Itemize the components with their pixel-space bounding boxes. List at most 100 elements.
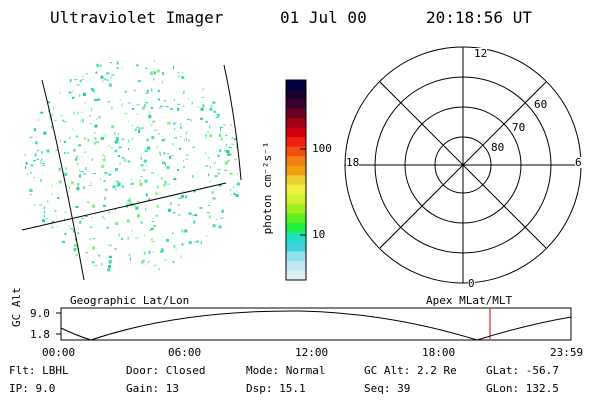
aurora-pixel: [94, 246, 95, 249]
aurora-pixel: [162, 80, 164, 84]
aurora-pixel: [33, 160, 37, 162]
mlt-label-6: 6: [575, 156, 582, 169]
aurora-pixel: [51, 125, 53, 129]
aurora-pixel: [186, 131, 188, 133]
aurora-pixel: [83, 187, 85, 190]
aurora-pixel: [205, 165, 208, 168]
aurora-pixel: [24, 153, 26, 156]
aurora-pixel: [160, 177, 163, 180]
aurora-pixel: [79, 220, 82, 224]
aurora-pixel: [91, 217, 93, 219]
aurora-pixel: [75, 254, 78, 257]
aurora-pixel: [72, 229, 74, 233]
aurora-pixel: [220, 217, 224, 219]
aurora-pixel: [83, 137, 86, 140]
aurora-pixel: [131, 137, 133, 140]
aurora-pixel: [88, 185, 92, 186]
aurora-pixel: [41, 162, 45, 164]
aurora-pixel: [92, 238, 96, 240]
aurora-pixel: [81, 79, 85, 81]
aurora-pixel: [207, 157, 210, 159]
aurora-pixel: [211, 190, 214, 194]
aurora-pixel: [116, 67, 119, 70]
aurora-pixel: [219, 127, 221, 131]
aurora-pixel: [177, 72, 180, 74]
aurora-pixel: [61, 115, 63, 117]
aurora-pixel: [224, 161, 228, 165]
aurora-pixel: [155, 192, 158, 196]
aurora-pixel: [64, 211, 67, 213]
aurora-pixel: [92, 89, 95, 93]
aurora-pixel: [124, 112, 128, 114]
aurora-pixel: [188, 139, 190, 142]
aurora-pixel: [125, 205, 128, 208]
aurora-pixel: [102, 79, 104, 83]
aurora-pixel: [45, 218, 48, 219]
aurora-pixel: [151, 88, 153, 92]
aurora-pixel: [121, 238, 124, 241]
aurora-pixel: [224, 150, 228, 152]
aurora-pixel: [167, 121, 171, 125]
aurora-pixel: [151, 124, 152, 126]
aurora-pixel: [177, 107, 180, 111]
apex-label: Apex MLat/MLT: [426, 294, 513, 307]
aurora-pixel: [136, 113, 138, 115]
aurora-pixel: [100, 75, 104, 79]
aurora-pixel: [154, 129, 158, 131]
aurora-pixel: [148, 111, 150, 115]
aurora-pixel: [64, 232, 67, 235]
aurora-pixel: [42, 164, 45, 166]
aurora-pixel: [79, 94, 81, 98]
aurora-pixel: [237, 173, 239, 175]
colorbar-tick-10: 10: [312, 228, 326, 241]
aurora-pixel: [81, 111, 83, 114]
altitude-frame: [60, 307, 572, 341]
aurora-pixel: [151, 221, 155, 222]
aurora-pixel: [233, 191, 235, 193]
aurora-pixel: [72, 128, 74, 130]
status-mode: Mode: Normal: [246, 364, 326, 377]
aurora-pixel: [121, 138, 125, 141]
aurora-pixel: [104, 172, 108, 175]
aurora-pixel: [173, 65, 175, 69]
xtick-1200: 12:00: [295, 346, 329, 359]
aurora-pixel: [67, 152, 70, 154]
aurora-pixel: [29, 136, 33, 139]
aurora-pixel: [29, 189, 33, 192]
aurora-pixel: [174, 136, 178, 139]
aurora-pixel: [143, 251, 146, 255]
aurora-pixel: [118, 146, 122, 149]
aurora-pixel: [218, 184, 222, 187]
aurora-pixel: [142, 169, 146, 171]
aurora-pixel: [230, 124, 232, 127]
aurora-pixel: [230, 193, 232, 196]
aurora-pixel: [64, 121, 67, 123]
aurora-pixel: [69, 136, 71, 140]
colorbar-segment: [286, 241, 306, 252]
aurora-pixel: [33, 204, 36, 206]
aurora-pixel: [236, 182, 240, 186]
aurora-pixel: [81, 218, 84, 219]
aurora-pixel: [190, 119, 192, 122]
aurora-pixel: [100, 178, 102, 181]
aurora-pixel: [70, 228, 74, 230]
aurora-pixel: [115, 208, 117, 211]
aurora-pixel: [68, 225, 70, 228]
aurora-pixel: [161, 248, 164, 251]
aurora-pixel: [151, 172, 155, 174]
aurora-pixel: [76, 162, 79, 165]
aurora-pixel: [106, 72, 110, 75]
colorbar-segment: [286, 127, 306, 138]
aurora-pixel: [122, 102, 124, 104]
aurora-pixel: [94, 265, 98, 266]
aurora-pixel: [224, 169, 228, 171]
aurora-pixel: [83, 92, 86, 96]
aurora-pixel: [69, 79, 72, 82]
xtick-0000: 00:00: [42, 346, 76, 359]
aurora-pixel: [145, 102, 149, 104]
aurora-pixel: [115, 168, 118, 171]
aurora-pixel: [183, 166, 185, 169]
aurora-pixel: [206, 131, 209, 133]
aurora-pixel: [115, 222, 119, 225]
